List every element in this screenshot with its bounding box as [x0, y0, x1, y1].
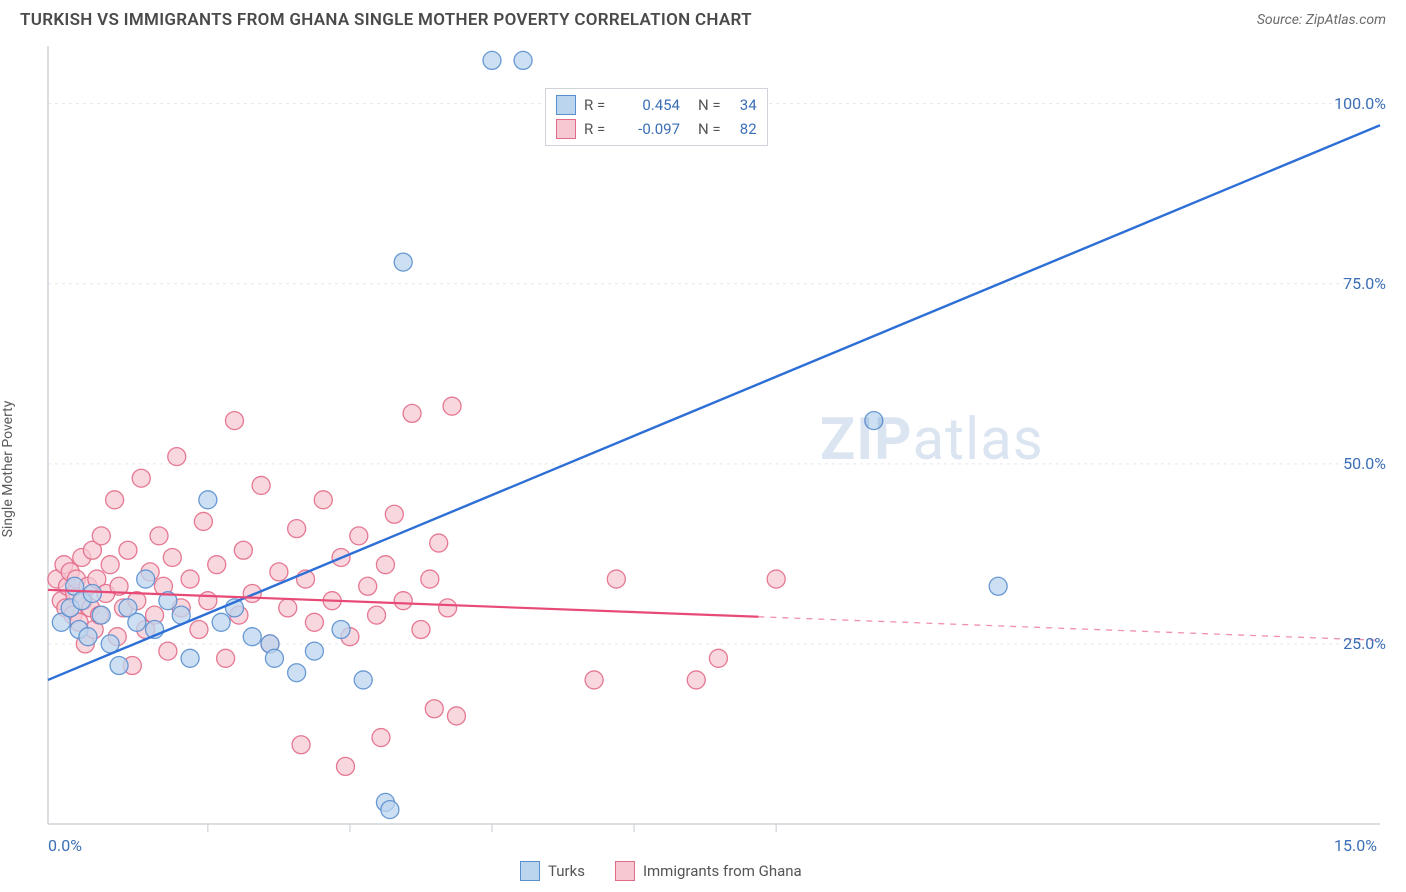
legend-correlation-row: R = -0.097 N = 82	[556, 117, 757, 141]
legend-swatch	[615, 861, 635, 881]
correlation-legend: R = 0.454 N = 34 R = -0.097 N = 82	[545, 88, 768, 146]
legend-swatch	[556, 95, 576, 115]
n-label: N =	[698, 96, 721, 114]
source-attribution: Source: ZipAtlas.com	[1257, 12, 1386, 28]
legend-series-item: Turks	[520, 861, 585, 881]
y-tick-label: 100.0%	[1334, 94, 1386, 113]
legend-series-label: Immigrants from Ghana	[643, 862, 802, 880]
legend-series-item: Immigrants from Ghana	[615, 861, 802, 881]
n-value: 82	[729, 120, 757, 138]
r-label: R =	[584, 96, 612, 114]
chart-area: Single Mother Poverty ZIPatlas R =0.454N…	[0, 36, 1406, 886]
y-tick-label: 75.0%	[1343, 274, 1386, 293]
series-legend: Turks Immigrants from Ghana	[520, 861, 802, 881]
r-value: 0.454	[620, 96, 680, 114]
legend-series-label: Turks	[548, 862, 585, 880]
scatter-chart-svg	[0, 36, 1406, 856]
n-value: 34	[729, 96, 757, 114]
x-tick-label: 15.0%	[1334, 836, 1377, 855]
y-axis-label: Single Mother Poverty	[0, 401, 16, 538]
r-value: -0.097	[620, 120, 680, 138]
legend-correlation-row: R = 0.454 N = 34	[556, 93, 757, 117]
r-label: R =	[584, 120, 612, 138]
legend-swatch	[520, 861, 540, 881]
y-tick-label: 50.0%	[1343, 454, 1386, 473]
legend-swatch	[556, 119, 576, 139]
chart-title: TURKISH VS IMMIGRANTS FROM GHANA SINGLE …	[20, 10, 752, 30]
x-tick-label: 0.0%	[48, 836, 82, 855]
y-tick-label: 25.0%	[1343, 634, 1386, 653]
n-label: N =	[698, 120, 721, 138]
